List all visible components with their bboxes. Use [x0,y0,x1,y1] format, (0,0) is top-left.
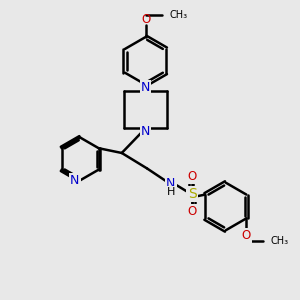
Text: N: N [70,174,80,187]
Text: CH₃: CH₃ [271,236,289,246]
Text: N: N [141,125,150,138]
Text: O: O [188,170,197,183]
Text: H: H [167,187,175,196]
Text: O: O [242,229,251,242]
Text: O: O [141,13,150,26]
Text: N: N [166,177,176,190]
Text: O: O [188,205,197,218]
Text: S: S [188,187,197,201]
Text: N: N [141,81,150,94]
Text: CH₃: CH₃ [170,10,188,20]
